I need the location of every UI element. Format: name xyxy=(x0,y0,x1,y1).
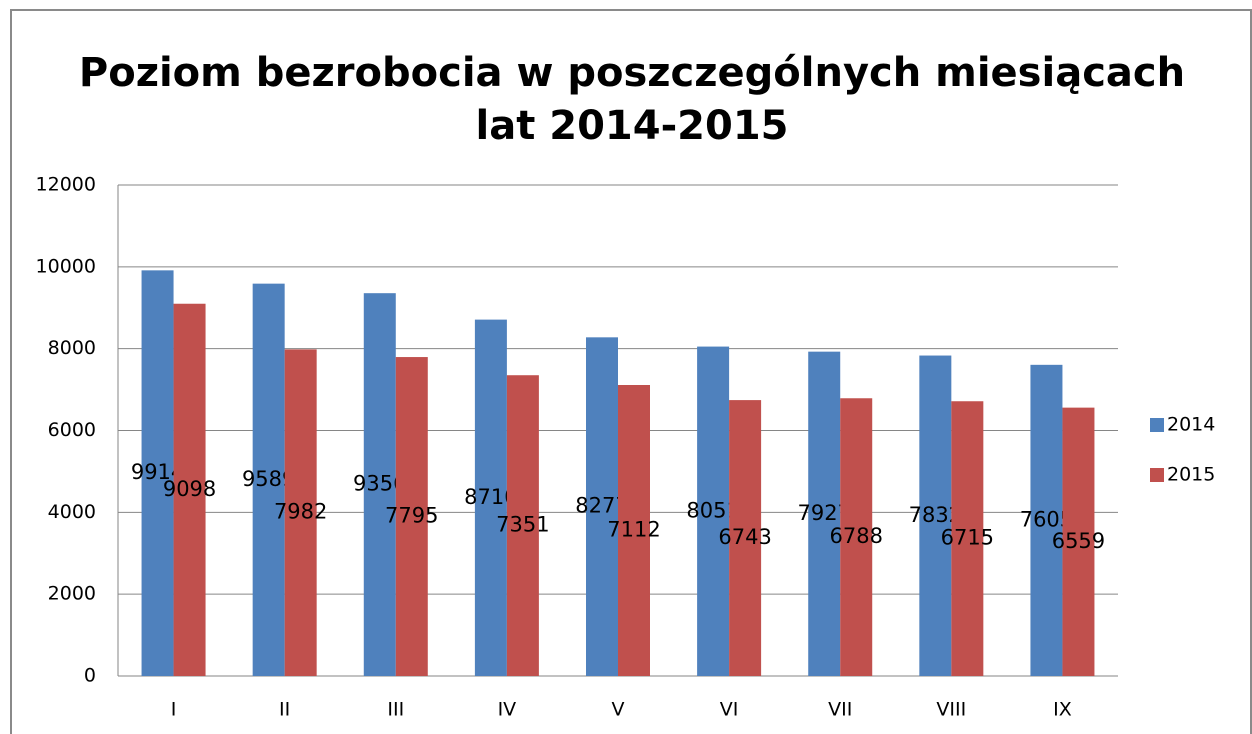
bar xyxy=(951,401,984,676)
bar xyxy=(618,385,650,676)
legend-swatch xyxy=(1150,418,1164,432)
x-tick-label: III xyxy=(387,699,404,721)
bar xyxy=(252,283,285,676)
legend-label: 2014 xyxy=(1167,414,1215,436)
x-tick-label: IV xyxy=(498,699,517,721)
y-tick-label: 10000 xyxy=(36,255,96,277)
bar xyxy=(284,349,317,676)
data-label: 7351 xyxy=(496,513,549,537)
bar xyxy=(586,337,618,676)
bar xyxy=(919,355,952,676)
x-tick-label: VII xyxy=(828,699,852,721)
y-tick-label: 6000 xyxy=(48,419,96,441)
legend-label: 2015 xyxy=(1167,464,1215,486)
data-label: 6559 xyxy=(1052,529,1105,553)
bar xyxy=(141,270,174,676)
data-label: 6743 xyxy=(718,525,771,549)
y-tick-label: 4000 xyxy=(48,501,96,523)
y-tick-label: 2000 xyxy=(48,583,96,605)
bar xyxy=(474,319,507,676)
bar xyxy=(840,398,873,676)
chart-title: lat 2014-2015 xyxy=(475,103,788,149)
bar xyxy=(363,293,396,676)
bar xyxy=(729,400,762,676)
data-label: 7795 xyxy=(385,504,438,528)
y-tick-label: 8000 xyxy=(48,337,96,359)
data-label: 9098 xyxy=(163,477,216,501)
x-tick-label: I xyxy=(171,699,177,721)
data-label: 8051 xyxy=(686,498,739,522)
data-label: 7112 xyxy=(607,518,660,542)
y-tick-label: 12000 xyxy=(36,174,96,196)
data-label: 6715 xyxy=(941,526,994,550)
bar xyxy=(697,346,730,676)
bar xyxy=(395,357,428,676)
data-label: 6788 xyxy=(829,524,882,548)
bar xyxy=(506,375,539,676)
x-tick-label: V xyxy=(612,699,625,721)
bar xyxy=(1030,364,1063,676)
data-label: 7982 xyxy=(274,500,327,524)
x-tick-label: VI xyxy=(720,699,739,721)
x-tick-label: VIII xyxy=(936,699,966,721)
chart-title: Poziom bezrobocia w poszczególnych miesi… xyxy=(79,50,1185,96)
bar xyxy=(1062,407,1095,676)
legend-swatch xyxy=(1150,468,1164,482)
y-tick-label: 0 xyxy=(84,665,96,687)
x-tick-label: II xyxy=(279,699,290,721)
x-tick-label: IX xyxy=(1053,699,1072,721)
bar xyxy=(808,351,841,676)
bar xyxy=(173,303,206,676)
